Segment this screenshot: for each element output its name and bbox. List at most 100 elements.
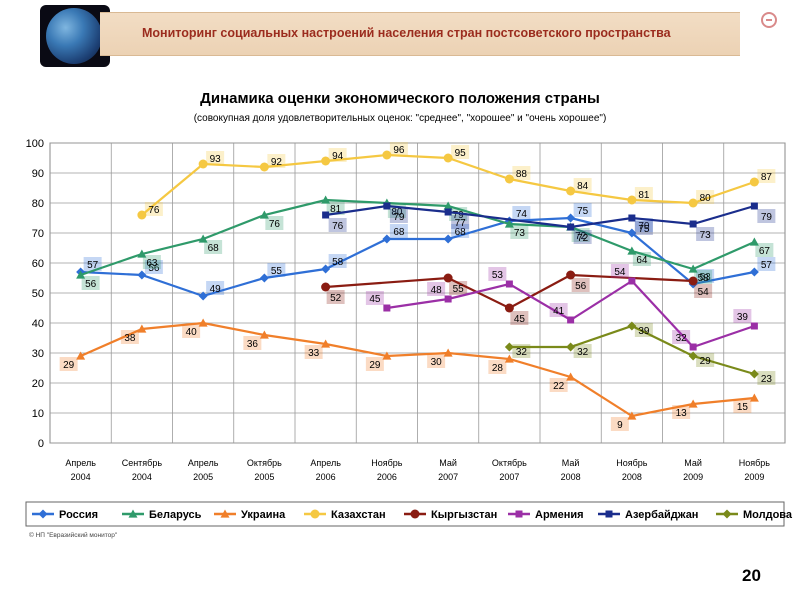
data-point — [688, 351, 698, 361]
data-label-bg — [265, 216, 284, 230]
legend-swatch-marker — [722, 509, 732, 519]
data-point — [504, 354, 514, 363]
data-point — [689, 220, 697, 228]
data-label-bg — [365, 291, 384, 305]
data-label: 93 — [210, 154, 222, 165]
data-point — [322, 211, 330, 219]
data-label-bg — [328, 218, 347, 232]
data-label-bg — [389, 209, 408, 223]
chart-subtitle: (совокупная доля удовлетворительных оцен… — [193, 113, 607, 124]
legend-swatch-marker — [38, 509, 48, 519]
data-label: 75 — [577, 206, 589, 217]
data-point — [76, 351, 86, 360]
y-tick-label: 60 — [32, 258, 44, 270]
data-point — [321, 264, 331, 274]
data-label-bg — [365, 357, 384, 371]
data-label-bg — [182, 324, 201, 338]
data-point — [198, 159, 208, 169]
data-point — [749, 267, 759, 277]
data-point — [627, 228, 637, 238]
data-label: 67 — [759, 246, 771, 257]
data-label: 64 — [636, 255, 648, 266]
data-label: 58 — [332, 257, 344, 268]
data-point — [382, 150, 392, 160]
data-label: 32 — [676, 333, 688, 344]
data-point — [566, 270, 576, 280]
data-label: 81 — [330, 204, 342, 215]
data-label-bg — [451, 145, 470, 159]
legend-label: Казахстан — [331, 509, 386, 521]
data-label-bg — [757, 371, 776, 385]
data-label-bg — [449, 281, 468, 295]
data-label-bg — [632, 252, 651, 266]
data-label: 76 — [148, 205, 160, 216]
data-label-bg — [696, 190, 715, 204]
data-point — [504, 174, 514, 184]
data-point — [628, 277, 636, 285]
data-point — [566, 342, 576, 352]
data-point — [259, 273, 269, 283]
data-label-bg — [81, 276, 100, 290]
data-label-bg — [326, 290, 345, 304]
x-tick-label: Май 2007 — [438, 458, 458, 482]
data-point — [137, 210, 147, 220]
legend-swatch-marker — [310, 509, 320, 519]
data-point — [749, 369, 759, 379]
data-label-bg — [510, 311, 529, 325]
data-label: 54 — [614, 267, 626, 278]
y-tick-label: 50 — [32, 288, 44, 300]
legend-label: Молдова — [743, 509, 793, 521]
data-label: 77 — [455, 218, 467, 229]
data-label: 75 — [638, 224, 650, 235]
data-point — [137, 270, 147, 280]
data-point — [567, 223, 575, 231]
series-8: 32 32 39 29 23 — [504, 321, 776, 385]
data-label-bg — [696, 269, 715, 283]
data-label-bg — [757, 257, 776, 271]
data-label-bg — [267, 154, 286, 168]
data-label-bg — [206, 281, 225, 295]
data-label: 79 — [393, 212, 405, 223]
data-label-bg — [389, 142, 408, 156]
data-label-bg — [634, 323, 653, 337]
data-label: 45 — [514, 314, 526, 325]
data-point — [688, 198, 698, 208]
data-point — [749, 393, 759, 402]
data-label: 39 — [737, 312, 749, 323]
data-label: 32 — [516, 347, 528, 358]
data-point — [504, 219, 514, 228]
data-label-bg — [634, 221, 653, 235]
data-label: 68 — [393, 227, 405, 238]
series-line — [80, 321, 755, 418]
data-point — [382, 351, 392, 360]
minus-icon[interactable] — [761, 12, 777, 28]
data-label-bg — [83, 257, 102, 271]
data-label: 70 — [638, 221, 650, 232]
data-label: 36 — [247, 339, 259, 350]
data-point — [382, 234, 392, 244]
data-label-bg — [427, 354, 446, 368]
data-point — [259, 210, 269, 219]
legend-swatch-marker — [515, 510, 523, 518]
data-point — [443, 273, 453, 283]
series-5: 52 55 45 56 54 — [321, 270, 713, 325]
data-point — [321, 282, 331, 292]
y-tick-label: 80 — [32, 198, 44, 210]
data-point — [321, 156, 331, 166]
data-label: 55 — [271, 266, 283, 277]
data-label-bg — [144, 260, 163, 274]
data-label: 56 — [85, 279, 97, 290]
data-label: 57 — [761, 260, 773, 271]
data-point — [627, 321, 637, 331]
data-label: 84 — [577, 181, 589, 192]
data-label-bg — [451, 215, 470, 229]
data-point — [627, 246, 637, 255]
data-label-bg — [389, 224, 408, 238]
data-label-bg — [488, 360, 507, 374]
data-point — [198, 291, 208, 301]
data-label: 73 — [514, 228, 526, 239]
data-point — [749, 177, 759, 187]
data-label-bg — [206, 151, 225, 165]
